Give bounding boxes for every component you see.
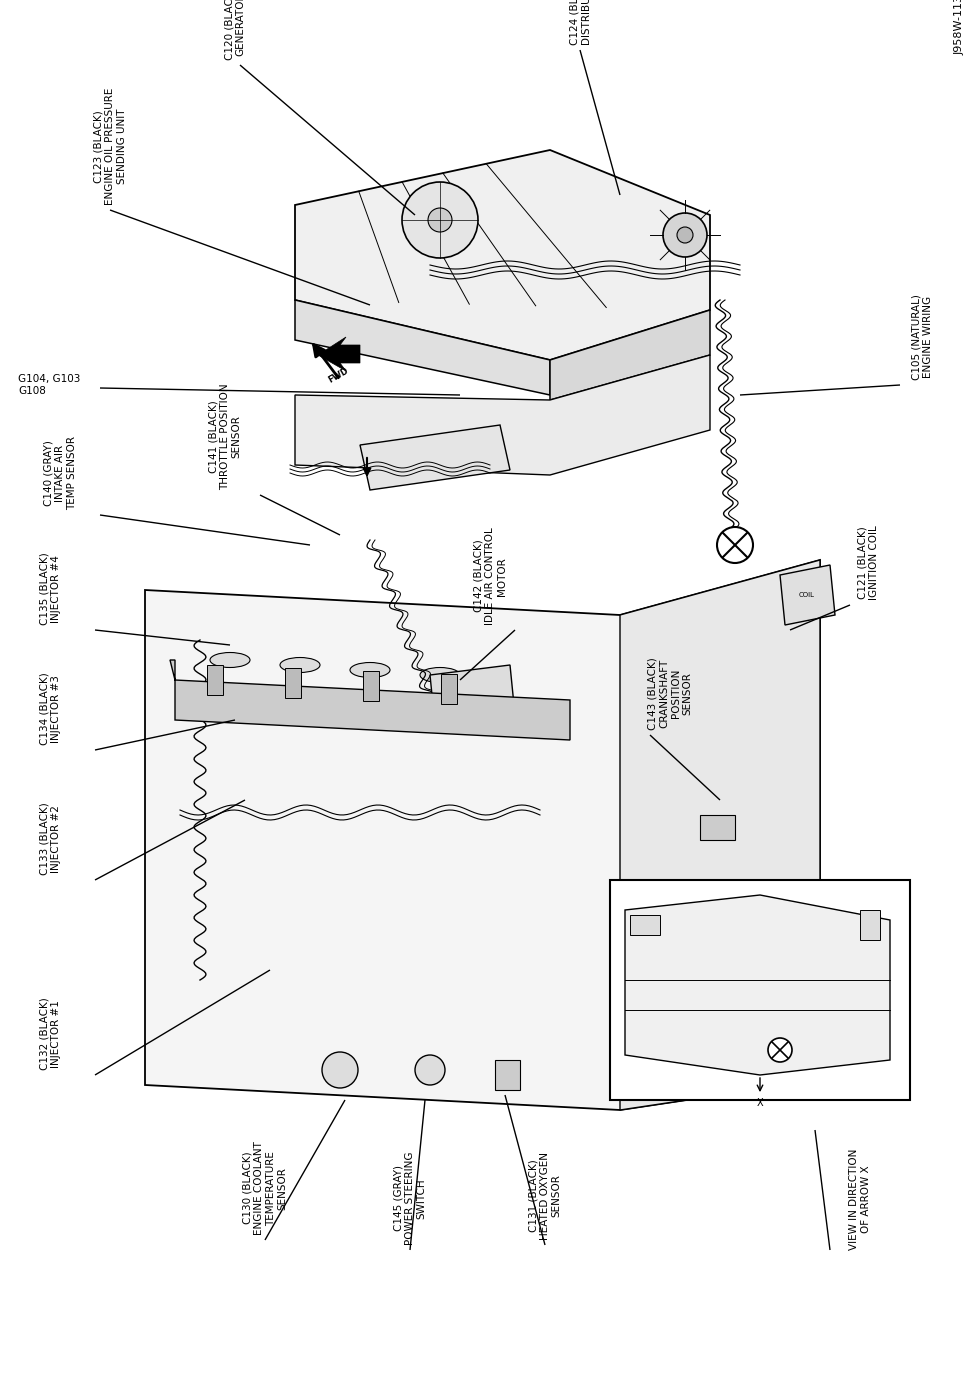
Text: VIEW IN DIRECTION
OF ARROW X: VIEW IN DIRECTION OF ARROW X <box>849 1149 871 1250</box>
Polygon shape <box>318 337 360 371</box>
Text: COIL: COIL <box>799 592 815 597</box>
Polygon shape <box>295 149 710 360</box>
Bar <box>285 668 301 698</box>
Polygon shape <box>780 566 835 625</box>
Circle shape <box>428 207 452 232</box>
Text: C124 (BLACK)
DISTRIBUTOR: C124 (BLACK) DISTRIBUTOR <box>569 0 590 46</box>
Text: C145 (GRAY)
POWER STEERING
SWITCH: C145 (GRAY) POWER STEERING SWITCH <box>393 1152 427 1245</box>
Bar <box>207 665 223 696</box>
Polygon shape <box>430 665 515 725</box>
Bar <box>860 910 880 940</box>
Bar <box>700 815 735 839</box>
Text: J958W-113: J958W-113 <box>955 0 965 55</box>
Ellipse shape <box>350 662 390 678</box>
Text: C140 (GRAY)
INTAKE AIR
TEMP SENSOR: C140 (GRAY) INTAKE AIR TEMP SENSOR <box>43 436 76 510</box>
Text: FWD: FWD <box>326 365 349 384</box>
Bar <box>630 916 660 935</box>
Text: C143 (BLACK)
CRANKSHAFT
POSITION
SENSOR: C143 (BLACK) CRANKSHAFT POSITION SENSOR <box>648 657 692 730</box>
Text: C134 (BLACK)
INJECTOR #3: C134 (BLACK) INJECTOR #3 <box>39 672 61 745</box>
Text: C135 (BLACK)
INJECTOR #4: C135 (BLACK) INJECTOR #4 <box>39 552 61 625</box>
Text: C131 (BLACK)
HEATED OXYGEN
SENSOR: C131 (BLACK) HEATED OXYGEN SENSOR <box>528 1152 561 1241</box>
Circle shape <box>663 213 707 257</box>
Polygon shape <box>360 425 510 490</box>
Ellipse shape <box>210 653 250 668</box>
Bar <box>495 1059 520 1090</box>
Polygon shape <box>620 560 820 1111</box>
Bar <box>441 674 457 704</box>
Polygon shape <box>625 895 890 1075</box>
Polygon shape <box>295 355 710 474</box>
Bar <box>363 671 379 701</box>
Text: C130 (BLACK)
ENGINE COOLANT
TEMPERATURE
SENSOR: C130 (BLACK) ENGINE COOLANT TEMPERATURE … <box>243 1141 287 1235</box>
Ellipse shape <box>280 657 320 672</box>
Text: C141 (BLACK)
THROTTLE POSITION
SENSOR: C141 (BLACK) THROTTLE POSITION SENSOR <box>209 383 242 490</box>
Ellipse shape <box>420 668 460 682</box>
Circle shape <box>677 227 693 243</box>
Text: C121 (BLACK)
IGNITION COIL: C121 (BLACK) IGNITION COIL <box>857 526 878 600</box>
Circle shape <box>415 1055 445 1086</box>
Text: C120 (BLACK)
GENERATOR: C120 (BLACK) GENERATOR <box>224 0 246 59</box>
Text: C142 (BLACK)
IDLE AIR CONTROL
MOTOR: C142 (BLACK) IDLE AIR CONTROL MOTOR <box>473 527 507 625</box>
Polygon shape <box>550 310 710 400</box>
Text: G104, G103
G108: G104, G103 G108 <box>18 375 80 396</box>
Polygon shape <box>295 300 550 396</box>
Bar <box>610 880 910 1099</box>
Circle shape <box>322 1052 358 1088</box>
Text: X: X <box>756 1098 763 1108</box>
Text: C123 (BLACK)
ENGINE OIL PRESSURE
SENDING UNIT: C123 (BLACK) ENGINE OIL PRESSURE SENDING… <box>94 87 127 205</box>
Text: C133 (BLACK)
INJECTOR #2: C133 (BLACK) INJECTOR #2 <box>39 802 61 875</box>
Circle shape <box>402 183 478 259</box>
Polygon shape <box>170 660 570 740</box>
Text: C132 (BLACK)
INJECTOR #1: C132 (BLACK) INJECTOR #1 <box>39 997 61 1070</box>
Circle shape <box>768 1039 792 1062</box>
Polygon shape <box>145 560 820 1111</box>
Text: C105 (NATURAL)
ENGINE WIRING: C105 (NATURAL) ENGINE WIRING <box>912 295 933 380</box>
Circle shape <box>717 527 753 563</box>
